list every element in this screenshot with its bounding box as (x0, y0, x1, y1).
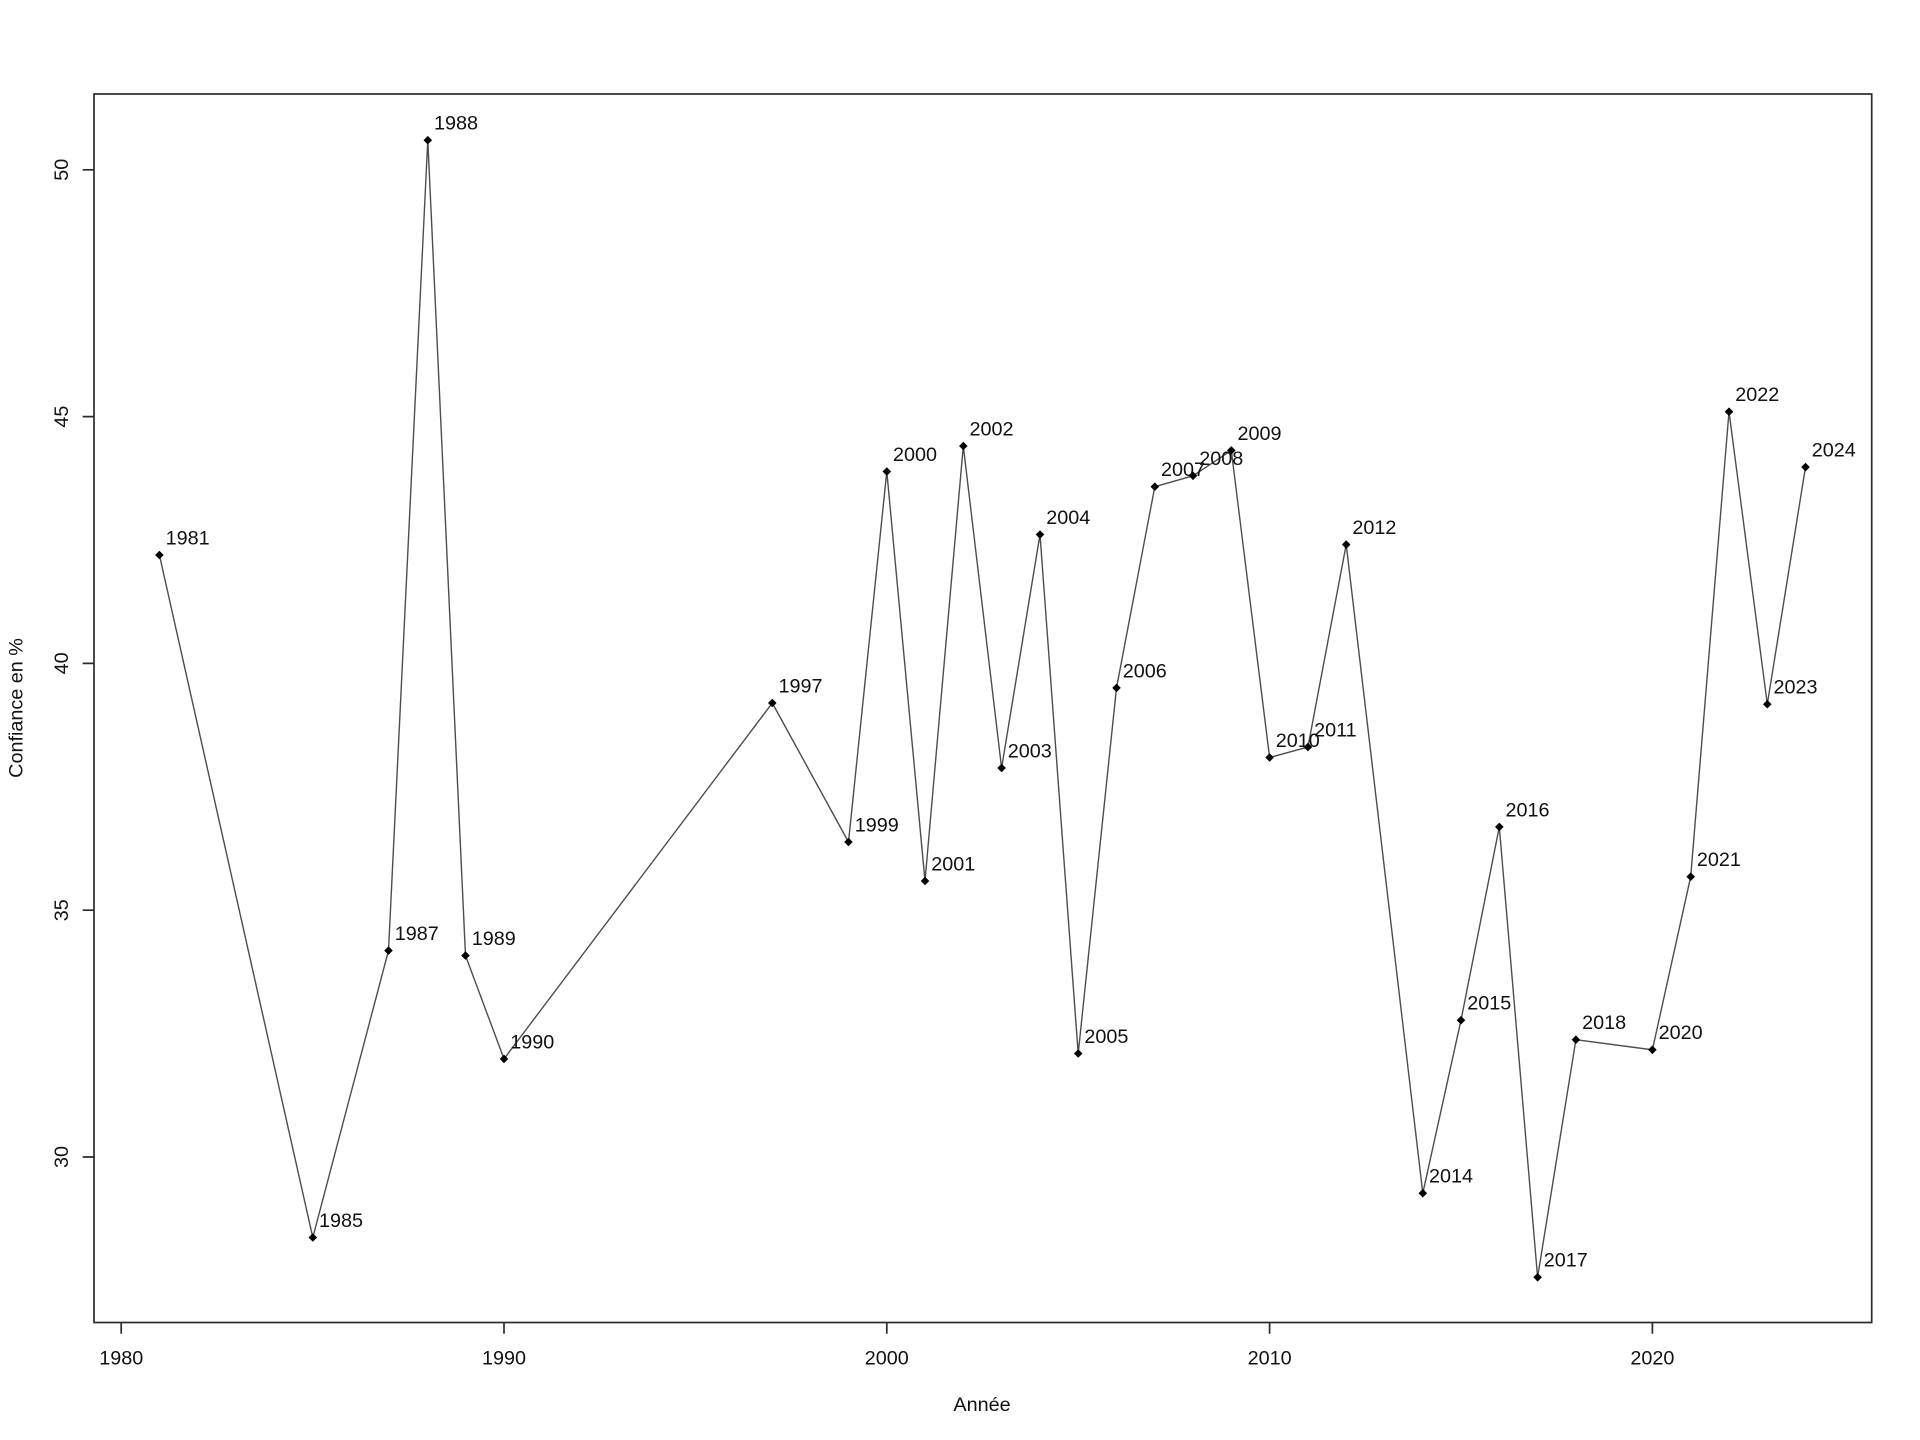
svg-text:1981: 1981 (166, 527, 210, 549)
svg-text:2007: 2007 (1161, 459, 1205, 481)
svg-text:2000: 2000 (893, 444, 937, 466)
svg-text:2023: 2023 (1774, 677, 1818, 699)
svg-text:1997: 1997 (779, 675, 823, 697)
svg-text:2010: 2010 (1248, 1348, 1292, 1370)
svg-text:Année: Année (953, 1394, 1010, 1416)
svg-text:1988: 1988 (434, 113, 478, 135)
svg-text:2020: 2020 (1630, 1348, 1674, 1370)
svg-text:2004: 2004 (1046, 507, 1090, 529)
svg-text:1987: 1987 (395, 923, 439, 945)
svg-text:2014: 2014 (1429, 1166, 1473, 1188)
svg-text:2010: 2010 (1276, 730, 1320, 752)
svg-text:2017: 2017 (1544, 1250, 1588, 1272)
svg-text:2008: 2008 (1199, 448, 1243, 470)
svg-text:1989: 1989 (472, 928, 516, 950)
svg-text:2012: 2012 (1352, 517, 1396, 539)
svg-text:2022: 2022 (1735, 384, 1779, 406)
svg-text:2009: 2009 (1238, 423, 1282, 445)
svg-text:35: 35 (51, 899, 73, 921)
svg-text:Confiance en %: Confiance en % (6, 638, 28, 778)
svg-text:1985: 1985 (319, 1210, 363, 1232)
svg-text:45: 45 (51, 406, 73, 428)
svg-text:1990: 1990 (510, 1031, 554, 1053)
svg-text:2005: 2005 (1084, 1026, 1128, 1048)
svg-text:30: 30 (51, 1146, 73, 1168)
svg-text:50: 50 (51, 159, 73, 181)
svg-text:2011: 2011 (1314, 720, 1357, 742)
svg-text:2002: 2002 (970, 418, 1014, 440)
svg-text:2018: 2018 (1582, 1012, 1626, 1034)
svg-text:2003: 2003 (1008, 740, 1052, 762)
svg-text:2024: 2024 (1812, 440, 1856, 462)
svg-text:1980: 1980 (99, 1348, 143, 1370)
svg-text:40: 40 (51, 652, 73, 674)
svg-text:2016: 2016 (1506, 799, 1550, 821)
svg-text:1990: 1990 (482, 1348, 526, 1370)
svg-text:2000: 2000 (865, 1348, 909, 1370)
svg-text:2001: 2001 (931, 853, 975, 875)
svg-text:1999: 1999 (855, 814, 899, 836)
svg-text:2021: 2021 (1697, 849, 1741, 871)
svg-text:2015: 2015 (1467, 993, 1511, 1015)
svg-text:2006: 2006 (1123, 660, 1167, 682)
svg-text:2020: 2020 (1659, 1022, 1703, 1044)
